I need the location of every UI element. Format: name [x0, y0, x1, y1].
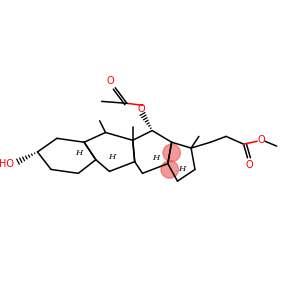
Text: O: O — [106, 76, 114, 86]
Text: O: O — [246, 160, 253, 170]
Text: H: H — [75, 149, 82, 157]
Text: H: H — [108, 153, 115, 161]
Circle shape — [163, 144, 180, 162]
Text: HO: HO — [0, 159, 14, 169]
Text: H: H — [178, 165, 185, 173]
Circle shape — [161, 161, 178, 178]
Text: H: H — [152, 154, 160, 162]
Text: O: O — [257, 135, 265, 145]
Text: O: O — [138, 104, 145, 114]
